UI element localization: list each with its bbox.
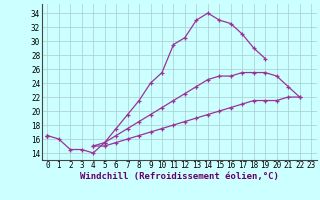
X-axis label: Windchill (Refroidissement éolien,°C): Windchill (Refroidissement éolien,°C): [80, 172, 279, 181]
